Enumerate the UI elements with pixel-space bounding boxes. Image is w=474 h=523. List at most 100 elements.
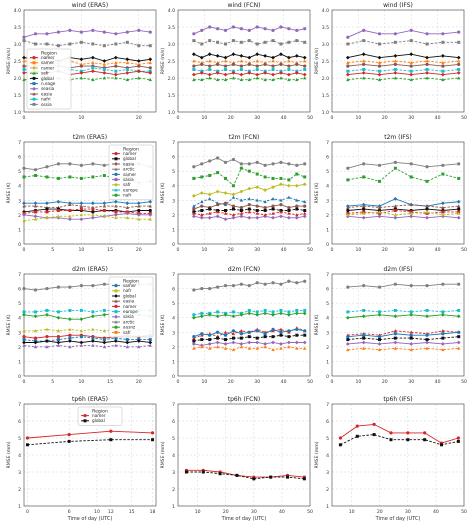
data-point-global	[148, 340, 153, 345]
data-point-samer	[247, 346, 251, 350]
data-point-easia	[295, 204, 299, 208]
data-point-sasia	[223, 217, 228, 222]
data-point-easia	[114, 64, 118, 68]
data-point-easia	[79, 204, 84, 208]
x-tick-label: 40	[435, 379, 441, 385]
data-point-europe	[441, 69, 445, 73]
series-line-sasia	[347, 342, 459, 345]
data-point-global	[425, 338, 429, 342]
data-point-ausnz	[287, 195, 291, 199]
data-point-nafr	[33, 217, 38, 221]
data-point-samer	[457, 346, 461, 350]
data-point-namer	[378, 211, 382, 215]
x-tick-label: 10	[78, 115, 84, 121]
data-point-europe	[303, 68, 307, 71]
data-point-namer	[255, 211, 259, 215]
x-tick-label: 40	[433, 509, 439, 515]
series-line-safr	[347, 314, 459, 319]
data-point-arctic	[393, 40, 397, 44]
series-global	[345, 52, 461, 60]
data-point-arctic	[216, 285, 220, 289]
data-point-sasia	[192, 32, 196, 36]
legend-marker	[32, 102, 36, 106]
data-point-global	[216, 336, 220, 340]
data-point-sasia	[125, 345, 130, 349]
data-point-europe	[425, 68, 429, 71]
data-point-sasia	[215, 340, 220, 345]
series-samer	[192, 345, 307, 352]
series-line-europe	[347, 309, 459, 313]
y-axis-label: RMSE (K)	[314, 182, 320, 203]
y-tick-label: 1	[326, 504, 329, 510]
y-tick-label: 6	[172, 287, 175, 293]
data-point-arctic	[279, 42, 283, 46]
data-point-namer	[393, 329, 398, 333]
data-point-namer	[215, 71, 220, 75]
data-point-safr	[215, 77, 220, 82]
series-line-namer	[347, 72, 459, 76]
data-point-easia	[287, 64, 291, 68]
data-point-europe	[68, 308, 72, 312]
y-tick-label: 5	[172, 436, 175, 442]
axes-frame	[177, 273, 311, 377]
data-point-sasia	[440, 214, 445, 219]
data-point-global	[136, 339, 141, 343]
series-line-namer	[186, 469, 305, 478]
data-point-global	[362, 336, 366, 340]
data-point-global	[346, 338, 350, 342]
data-point-global	[406, 438, 410, 442]
data-point-arctic	[223, 160, 228, 164]
data-point-easia	[223, 201, 228, 205]
legend-label: safr	[123, 182, 131, 187]
data-point-global	[295, 207, 299, 211]
legend-marker	[114, 178, 118, 182]
data-point-samer	[125, 60, 130, 65]
data-point-namer	[68, 208, 72, 212]
data-point-safr	[200, 175, 204, 179]
y-axis-label: RMSE (K)	[160, 314, 166, 335]
data-point-safr	[79, 317, 84, 322]
data-point-arctic	[393, 160, 397, 164]
x-tick-label: 15	[107, 379, 113, 385]
axes-frame	[331, 403, 465, 507]
data-point-namer	[389, 431, 393, 435]
series-line-ausnz	[24, 201, 151, 204]
data-point-namer	[150, 431, 155, 435]
data-point-sasia	[148, 343, 152, 347]
data-point-arctic	[22, 286, 26, 291]
data-point-easia	[377, 205, 382, 209]
data-point-global	[148, 57, 153, 62]
data-point-global	[102, 340, 107, 345]
data-point-safr	[239, 166, 243, 170]
subplot-title: tp6h (IFS)	[383, 396, 412, 403]
data-point-namer	[25, 436, 30, 440]
data-point-ausnz	[295, 327, 299, 331]
data-point-ausnz	[231, 195, 236, 199]
data-point-ausnz	[440, 201, 445, 206]
data-point-namer	[223, 72, 228, 77]
data-point-europe	[239, 68, 243, 71]
data-point-global	[263, 54, 268, 58]
data-point-namer	[22, 335, 26, 339]
data-point-global	[201, 470, 205, 474]
data-point-easia	[279, 203, 283, 207]
data-point-namer	[239, 211, 244, 215]
data-point-easia	[441, 64, 445, 68]
data-point-sasia	[215, 214, 220, 219]
x-tick-label: 20	[228, 379, 234, 385]
y-tick-label: 1	[172, 359, 175, 365]
y-tick-label: 6	[326, 155, 329, 161]
y-axis-label: RMSE (m/s)	[160, 48, 166, 75]
data-point-arctic	[303, 279, 307, 283]
x-tick-label: 0	[177, 115, 180, 121]
data-point-arctic	[91, 42, 95, 46]
series-global	[191, 52, 307, 60]
data-point-safr	[22, 77, 26, 82]
data-point-arctic	[56, 162, 61, 166]
data-point-sasia	[79, 217, 84, 222]
series-sasia	[345, 340, 461, 346]
x-tick-label: 50	[307, 509, 313, 515]
legend-marker	[114, 294, 118, 298]
data-point-safr	[91, 175, 95, 179]
